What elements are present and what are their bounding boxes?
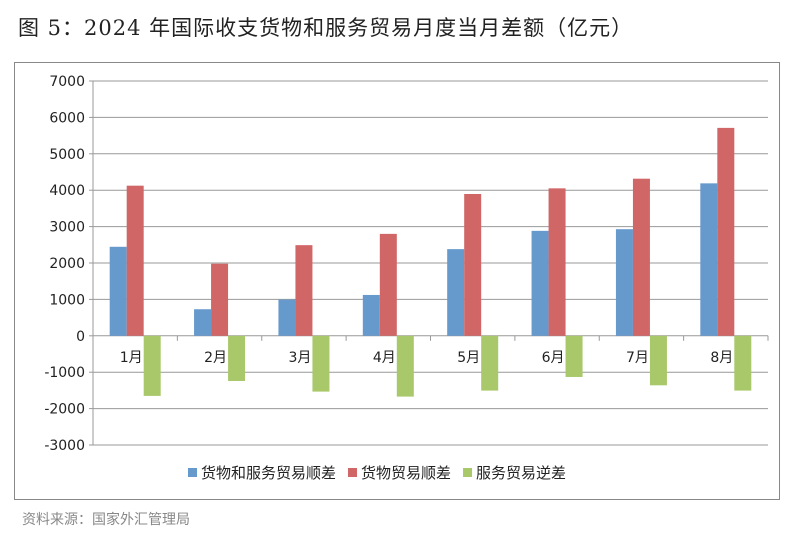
bar-2	[717, 127, 735, 336]
bar-2	[295, 245, 313, 336]
y-tick-label: 5000	[49, 147, 85, 163]
bar-1	[447, 249, 465, 336]
x-tick-label: 7月	[626, 350, 649, 366]
bar-3	[228, 335, 246, 381]
y-tick-label: 3000	[49, 220, 85, 236]
bar-1	[194, 309, 212, 336]
bar-2	[211, 263, 229, 336]
y-tick-label: 6000	[49, 110, 85, 126]
bar-2	[126, 185, 144, 336]
chart-frame	[14, 62, 780, 500]
bar-1	[278, 299, 296, 336]
x-tick-label: 2月	[204, 350, 227, 366]
x-tick-label: 1月	[120, 350, 143, 366]
y-tick-label: 2000	[49, 256, 85, 272]
bar-2	[548, 188, 566, 336]
bar-1	[531, 230, 549, 336]
bar-3	[312, 335, 330, 392]
bar-3	[143, 335, 161, 396]
chart-title: 图 5：2024 年国际收支货物和服务贸易月度当月差额（亿元）	[18, 16, 634, 40]
bar-1	[362, 294, 380, 336]
legend-label-1: 货物和服务贸易顺差	[201, 464, 336, 482]
x-tick-label: 5月	[457, 350, 480, 366]
bar-1	[109, 246, 127, 336]
legend-swatch-2	[348, 468, 358, 477]
y-tick-label: -2000	[44, 402, 85, 418]
bar-2	[379, 233, 397, 336]
legend-swatch-1	[188, 468, 197, 477]
y-tick-label: 7000	[49, 74, 85, 90]
bar-3	[649, 335, 667, 386]
bar-3	[481, 335, 499, 391]
y-tick-label: 0	[76, 329, 85, 345]
y-tick-label: 4000	[49, 183, 85, 199]
bar-3	[734, 335, 752, 391]
y-tick-label: -1000	[44, 365, 85, 381]
source-note: 资料来源：国家外汇管理局	[22, 512, 190, 528]
x-tick-label: 3月	[288, 350, 311, 366]
y-tick-label: 1000	[49, 292, 85, 308]
bar-1	[615, 229, 633, 336]
x-tick-label: 6月	[542, 350, 565, 366]
x-tick-label: 4月	[373, 350, 396, 366]
legend-label-3: 服务贸易逆差	[476, 464, 566, 482]
legend-swatch-3	[463, 468, 473, 477]
x-tick-label: 8月	[710, 350, 733, 366]
legend-label-2: 货物贸易顺差	[361, 464, 451, 482]
bar-3	[565, 335, 583, 377]
bar-1	[700, 183, 718, 336]
y-tick-label: -3000	[44, 438, 85, 454]
bar-2	[464, 193, 482, 336]
bar-3	[396, 335, 414, 397]
bar-2	[632, 178, 650, 336]
